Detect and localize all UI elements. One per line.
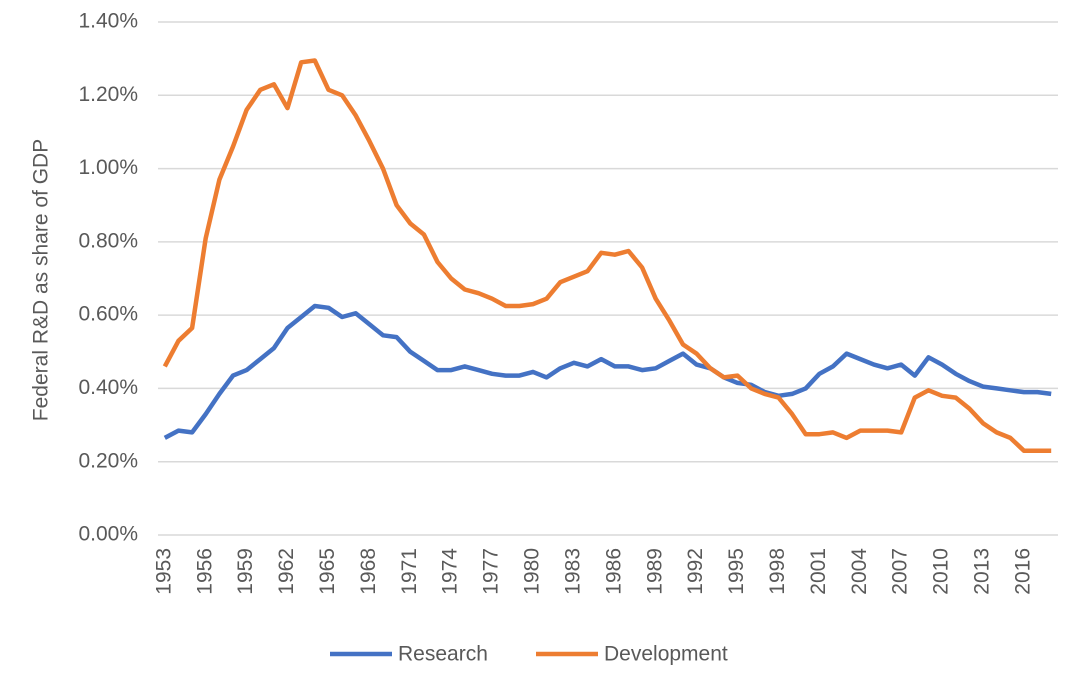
- x-tick-label: 1995: [725, 548, 748, 595]
- y-tick-label: 1.00%: [78, 156, 138, 179]
- x-tick-label: 2016: [1011, 548, 1034, 595]
- y-tick-label: 0.20%: [78, 449, 138, 472]
- x-tick-label: 2004: [848, 548, 871, 595]
- y-tick-label: 1.20%: [78, 83, 138, 106]
- x-tick-label: 2007: [889, 548, 912, 595]
- x-tick-label: 1983: [561, 548, 584, 595]
- x-tick-label: 1977: [480, 548, 503, 595]
- x-tick-label: 1956: [193, 548, 216, 595]
- y-tick-label: 0.00%: [78, 523, 138, 546]
- x-tick-label: 1998: [766, 548, 789, 595]
- x-tick-label: 1962: [275, 548, 298, 595]
- y-tick-label: 0.60%: [78, 303, 138, 326]
- y-axis-label: Federal R&D as share of GDP: [30, 139, 53, 421]
- x-tick-label: 1974: [439, 548, 462, 595]
- series-line: [162, 58, 1052, 453]
- legend-label: Research: [398, 643, 488, 666]
- x-tick-label: 1986: [602, 548, 625, 595]
- x-tick-label: 1959: [234, 548, 257, 595]
- y-tick-label: 0.40%: [78, 376, 138, 399]
- x-tick-label: 1953: [152, 548, 175, 595]
- x-tick-label: 1968: [357, 548, 380, 595]
- x-tick-label: 2010: [930, 548, 953, 595]
- x-tick-label: 1971: [398, 548, 421, 595]
- x-tick-label: 2001: [807, 548, 830, 595]
- x-tick-label: 2013: [971, 548, 994, 595]
- y-tick-label: 1.40%: [78, 10, 138, 33]
- series-line: [163, 303, 1052, 440]
- x-tick-label: 1965: [316, 548, 339, 595]
- y-tick-label: 0.80%: [78, 229, 138, 252]
- legend-label: Development: [604, 643, 728, 666]
- x-tick-label: 1992: [684, 548, 707, 595]
- x-tick-label: 1989: [643, 548, 666, 595]
- x-tick-label: 1980: [521, 548, 544, 595]
